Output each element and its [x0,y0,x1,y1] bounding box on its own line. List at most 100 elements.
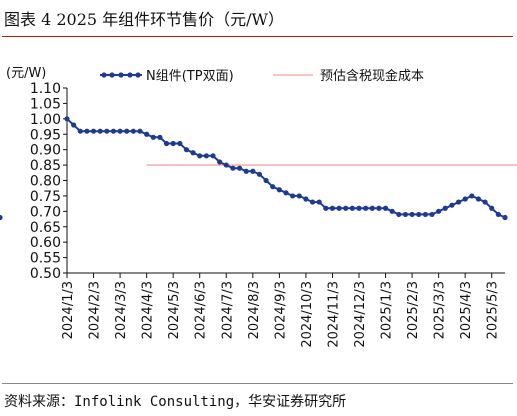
legend-marker [109,72,115,78]
n-module-price-point [409,211,415,218]
n-module-price-point [475,196,482,202]
n-module-price-point [283,190,289,196]
n-module-price-point [183,147,190,153]
n-module-price-point [482,199,488,205]
n-module-price-point [356,205,362,211]
y-tick-label: 0.55 [30,251,61,267]
n-module-price-point [462,196,468,202]
n-module-price-point [343,205,349,211]
legend-marker [135,72,141,78]
n-module-price-point [270,184,276,190]
n-module-price-point [203,153,209,159]
n-module-price-point [296,193,302,199]
n-module-price-point [336,205,342,211]
n-module-price-point [130,128,136,134]
n-module-price-point [236,165,243,171]
n-module-price-point [71,122,77,128]
n-module-price-point [309,199,316,205]
n-module-price-point [442,205,448,211]
x-tick-label: 2025/5/3 [486,281,501,339]
n-module-price-point [363,205,369,211]
chart-title: 图表 4 2025 年组件环节售价（元/W） [4,10,284,29]
y-tick-label: 1.10 [30,81,61,97]
n-module-price-point [389,208,395,214]
n-module-price-point [303,196,309,202]
n-module-price-point [137,128,143,134]
x-tick-label: 2025/1/3 [380,281,395,339]
n-module-price-point [243,168,249,174]
x-tick-label: 2025/4/3 [459,281,474,339]
n-module-price-point [469,193,475,199]
n-module-price-point [382,205,389,211]
x-tick-label: 2025/2/3 [406,281,421,339]
legend-marker [118,72,124,78]
n-module-price-point [376,205,382,211]
n-module-price-point [455,199,462,205]
x-tick-label: 2024/6/3 [194,281,209,339]
n-module-price-point [144,131,150,137]
y-tick-label: 0.75 [30,189,61,205]
n-module-price-point [250,168,256,174]
n-module-price-point [489,205,495,211]
n-module-price-point [276,187,282,193]
y-axis-unit-label: (元/W) [6,66,46,81]
n-module-price-point [117,128,123,134]
y-tick-label: 0.70 [30,204,61,220]
n-module-price-point [256,171,263,177]
x-tick-label: 2024/11/3 [326,281,341,348]
y-tick-label: 0.60 [30,235,61,251]
y-tick-label: 0.95 [30,127,61,143]
n-module-price-point [157,134,163,140]
n-module-price-point [416,211,422,218]
n-module-price-point [77,128,83,134]
n-module-price-point [449,202,455,208]
series-layer [0,116,517,221]
n-module-price-point [210,153,216,159]
legend: N组件(TP双面) 预估含税现金成本 [100,68,424,84]
n-module-price-point [396,211,402,218]
n-module-price-point [329,205,336,211]
n-module-price-point [502,214,508,221]
n-module-price-point [170,140,176,147]
legend-marker [127,72,133,78]
y-tick-label: 0.90 [30,143,61,159]
n-module-price-point [190,150,196,156]
n-module-price-point [230,165,236,171]
n-module-price-point [110,128,117,134]
n-module-price-point [369,205,375,211]
x-tick-label: 2024/10/3 [300,281,315,348]
n-module-price-point [402,211,409,218]
n-module-price-point [104,128,110,134]
n-module-price-point [495,211,501,218]
x-tick-label: 2024/2/3 [88,281,103,339]
axes [66,88,505,274]
n-module-price-point [217,159,223,165]
footer-divider [2,383,513,384]
legend-label-cost: 预估含税现金成本 [320,68,424,84]
y-axis-ticks: 1.101.051.000.950.900.850.800.750.700.65… [30,81,67,282]
n-module-price-point [177,140,183,147]
x-tick-label: 2024/7/3 [220,281,235,339]
y-tick-label: 0.85 [30,158,61,174]
x-tick-label: 2024/12/3 [353,281,368,348]
n-module-price-point [90,128,97,134]
n-module-price-point [150,134,156,140]
n-module-price-point [223,162,229,168]
n-module-price-point [429,211,435,218]
n-module-price-point [163,140,170,147]
n-module-price-point [0,214,3,221]
x-tick-label: 2024/5/3 [167,281,182,339]
n-module-price-point [316,199,322,205]
legend-label-n-module: N组件(TP双面) [146,69,234,84]
source-note: 资料来源：Infolink Consulting，华安证券研究所 [4,394,347,410]
n-module-price-point [97,128,103,134]
n-module-price-point [436,208,442,214]
n-module-price-point [84,128,90,134]
y-tick-label: 1.00 [30,112,61,128]
y-tick-label: 0.80 [30,174,61,190]
n-module-price-point [422,211,428,218]
title-divider [2,36,513,37]
x-tick-label: 2024/3/3 [114,281,129,339]
n-module-price-point [263,177,269,184]
